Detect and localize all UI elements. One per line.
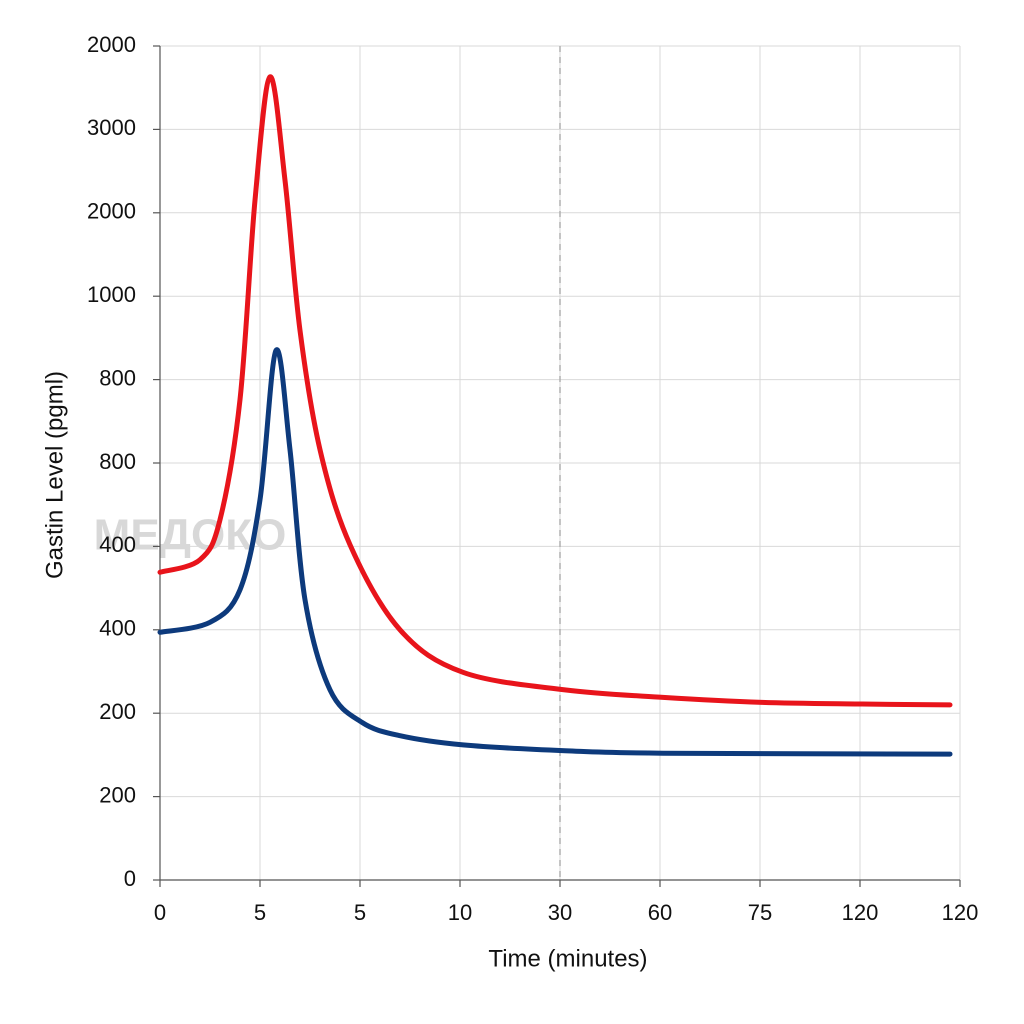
y-tick-label: 400 [99, 616, 136, 641]
x-tick-label: 10 [448, 900, 472, 925]
x-tick-label: 0 [154, 900, 166, 925]
y-axis-label: Gastin Level (pgml) [41, 371, 68, 579]
x-tick-label: 60 [648, 900, 672, 925]
x-tick-label: 120 [842, 900, 879, 925]
y-tick-label: 800 [99, 449, 136, 474]
x-tick-label: 75 [748, 900, 772, 925]
x-axis-label: Time (minutes) [488, 945, 647, 972]
y-tick-label: 3000 [87, 115, 136, 140]
x-tick-label: 30 [548, 900, 572, 925]
y-tick-label: 200 [99, 782, 136, 807]
x-tick-label: 120 [942, 900, 979, 925]
y-tick-label: 1000 [87, 282, 136, 307]
series-line [157, 347, 953, 757]
series-line [157, 74, 953, 708]
y-tick-label: 400 [99, 532, 136, 557]
x-tick-label: 5 [254, 900, 266, 925]
y-tick-label: 2000 [87, 199, 136, 224]
y-tick-label: 200 [99, 699, 136, 724]
y-tick-label: 800 [99, 365, 136, 390]
y-tick-label: 2000 [87, 32, 136, 57]
y-tick-label: 0 [124, 866, 136, 891]
x-tick-label: 5 [354, 900, 366, 925]
